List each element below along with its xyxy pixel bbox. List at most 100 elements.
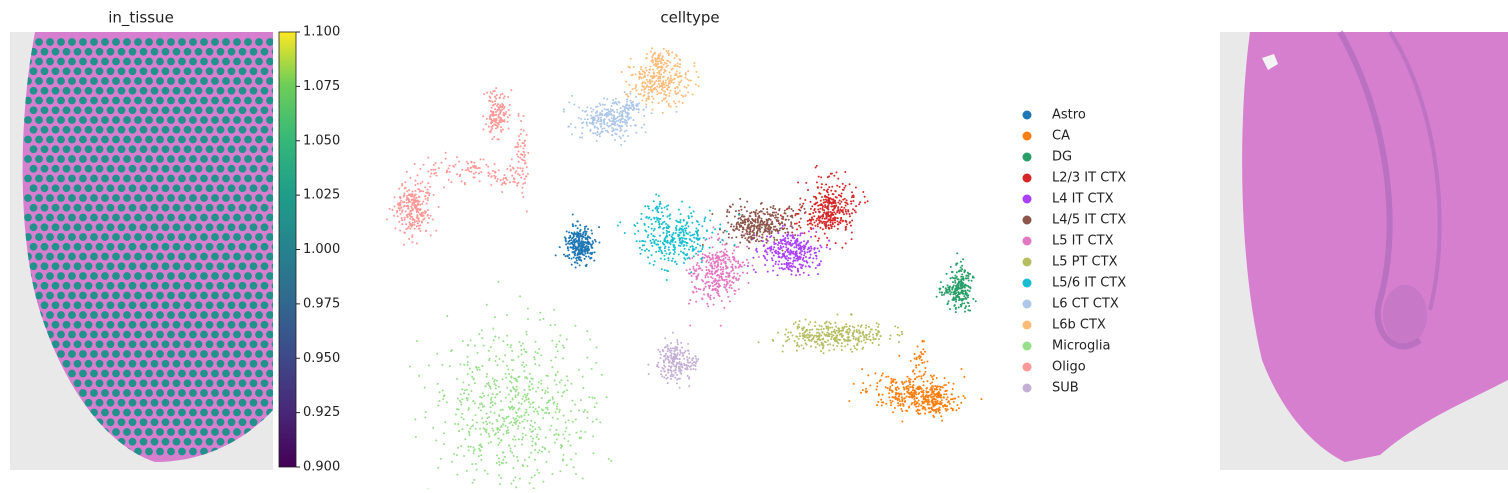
cell-point: [850, 313, 852, 315]
cell-point: [852, 208, 854, 210]
cell-point: [575, 266, 577, 268]
spot: [134, 175, 142, 183]
spot: [140, 165, 148, 173]
cell-point: [484, 470, 486, 472]
cell-point: [630, 91, 632, 93]
cell-point: [587, 228, 589, 230]
spot: [261, 87, 269, 95]
spot: [195, 301, 203, 309]
cell-point: [690, 79, 692, 81]
spot: [24, 194, 32, 202]
cell-point: [668, 246, 670, 248]
spot: [211, 155, 219, 163]
spot: [74, 360, 82, 368]
spot: [167, 409, 175, 417]
cell-point: [655, 61, 657, 63]
cell-point: [651, 81, 653, 83]
cell-point: [687, 84, 689, 86]
cell-point: [845, 209, 847, 211]
cell-point: [755, 215, 757, 217]
cell-point: [529, 406, 531, 408]
cell-point: [476, 369, 478, 371]
cell-point: [662, 232, 664, 234]
spot: [195, 418, 203, 426]
cell-point: [576, 231, 578, 233]
cell-point: [921, 388, 923, 390]
cell-point: [636, 108, 638, 110]
spot: [156, 58, 164, 66]
cell-point: [642, 240, 644, 242]
cell-point: [936, 296, 938, 298]
spot: [266, 311, 274, 319]
cell-point: [783, 212, 785, 214]
spot: [272, 165, 280, 173]
spot: [123, 136, 131, 144]
cell-point: [826, 244, 828, 246]
cell-point: [809, 331, 811, 333]
spot: [85, 48, 93, 56]
spot: [162, 145, 170, 153]
spot: [101, 331, 109, 339]
cell-point: [736, 225, 738, 227]
cell-point: [820, 186, 822, 188]
cell-point: [844, 202, 846, 204]
cell-point: [747, 282, 749, 284]
cell-point: [903, 398, 905, 400]
cell-point: [740, 206, 742, 208]
cell-point: [571, 237, 573, 239]
cell-point: [792, 210, 794, 212]
cell-point: [635, 84, 637, 86]
spot: [107, 223, 115, 231]
cell-point: [611, 105, 613, 107]
cell-point: [696, 262, 698, 264]
cell-point: [670, 240, 672, 242]
cell-point: [658, 80, 660, 82]
spot: [74, 204, 82, 212]
spot: [145, 389, 153, 397]
cell-point: [524, 389, 526, 391]
cell-point: [692, 266, 694, 268]
cell-point: [609, 114, 611, 116]
cell-point: [646, 84, 648, 86]
cell-point: [607, 109, 609, 111]
cell-point: [757, 222, 759, 224]
cell-point: [850, 225, 852, 227]
cell-point: [805, 318, 807, 320]
cell-point: [824, 206, 826, 208]
cell-point: [569, 240, 571, 242]
cell-point: [772, 259, 774, 261]
cell-point: [578, 257, 580, 259]
cell-point: [817, 205, 819, 207]
spot: [140, 418, 148, 426]
spot: [162, 360, 170, 368]
cell-point: [781, 222, 783, 224]
spot: [173, 399, 181, 407]
spot: [151, 438, 159, 446]
cell-point: [606, 98, 608, 100]
spot: [173, 106, 181, 114]
cell-point: [836, 330, 838, 332]
cell-point: [610, 460, 612, 462]
cell-point: [662, 112, 664, 114]
spot: [52, 165, 60, 173]
cell-point: [712, 277, 714, 279]
cell-point: [822, 347, 824, 349]
cell-point: [855, 187, 857, 189]
cell-point: [719, 251, 721, 253]
cell-point: [805, 256, 807, 258]
cell-point: [565, 255, 567, 257]
spot: [272, 340, 280, 348]
spot: [57, 38, 65, 46]
cell-point: [960, 278, 962, 280]
cell-point: [664, 207, 666, 209]
cell-point: [749, 241, 751, 243]
cell-point: [847, 329, 849, 331]
cell-point: [755, 213, 757, 215]
cell-point: [641, 99, 643, 101]
spot: [211, 116, 219, 124]
spot: [162, 106, 170, 114]
spot: [145, 292, 153, 300]
cell-point: [596, 134, 598, 136]
spot: [200, 409, 208, 417]
spot: [129, 243, 137, 251]
